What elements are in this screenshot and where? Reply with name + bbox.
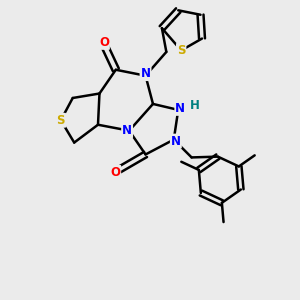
Text: H: H	[190, 99, 200, 112]
Text: N: N	[171, 135, 181, 148]
Text: O: O	[99, 36, 109, 49]
Text: S: S	[57, 114, 65, 127]
Text: N: N	[140, 67, 151, 80]
Text: N: N	[175, 102, 185, 115]
Text: N: N	[122, 124, 132, 137]
Text: O: O	[110, 166, 120, 179]
Text: S: S	[177, 44, 185, 57]
